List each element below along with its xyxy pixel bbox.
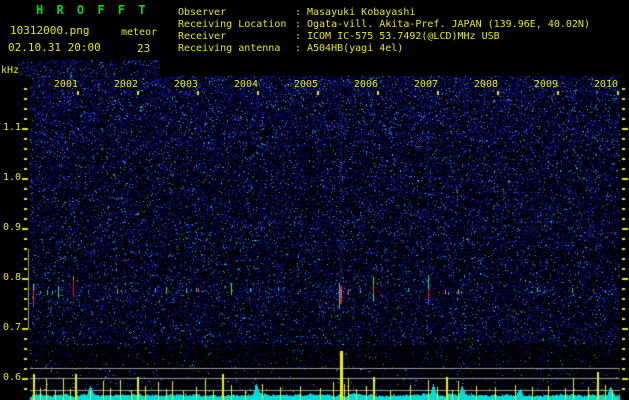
info-separator: : [295, 19, 302, 30]
info-value: A504HB(yagi 4el) [307, 43, 404, 54]
info-value: ICOM IC-575 53.7492(@LCD)MHz USB [307, 31, 500, 42]
info-label: Receiving Location [178, 19, 287, 30]
info-row-receiver: Receiver: ICOM IC-575 53.7492(@LCD)MHz US… [178, 31, 590, 43]
x-axis-label: 2007 [413, 79, 438, 90]
app-title: H R O F F T [36, 3, 149, 17]
x-axis-label: 2004 [233, 79, 258, 90]
info-label: Receiver [178, 31, 227, 42]
info-label: Observer [178, 7, 227, 18]
y-axis-label: 0.9 [2, 222, 21, 233]
y-axis-label: 0.6 [2, 372, 21, 383]
info-separator: : [295, 7, 302, 18]
y-axis-unit: kHz [1, 65, 20, 76]
x-axis-label: 2006 [353, 79, 378, 90]
filename-label: 10312000.png [10, 24, 90, 37]
y-axis-label: 1.1 [2, 122, 21, 133]
x-axis-label: 2002 [113, 79, 138, 90]
x-axis-label: 2008 [473, 79, 498, 90]
info-row-location: Receiving Location: Ogata-vill. Akita-Pre… [178, 19, 590, 31]
info-separator: : [295, 43, 302, 54]
x-axis-label: 2009 [533, 79, 558, 90]
info-value: Masayuki Kobayashi [307, 7, 416, 18]
station-info: Observer: Masayuki Kobayashi Receiving Lo… [178, 7, 590, 55]
info-label: Receiving antenna [178, 43, 281, 54]
info-value: Ogata-vill. Akita-Pref. JAPAN (139.96E, … [307, 19, 590, 30]
info-row-observer: Observer: Masayuki Kobayashi [178, 7, 590, 19]
mode-label: meteor [121, 27, 158, 38]
x-axis-label: 2001 [53, 79, 78, 90]
y-axis-label: 0.7 [2, 322, 21, 333]
x-axis-label: 2010 [593, 79, 618, 90]
datetime-label: 02.10.31 20:00 [8, 41, 101, 54]
y-axis-label: 1.0 [2, 172, 21, 183]
info-row-antenna: Receiving antenna: A504HB(yagi 4el) [178, 43, 590, 55]
x-axis-label: 2005 [293, 79, 318, 90]
meteor-count: 23 [137, 42, 151, 55]
info-separator: : [295, 31, 302, 42]
y-axis-label: 0.8 [2, 272, 21, 283]
x-axis-label: 2003 [173, 79, 198, 90]
